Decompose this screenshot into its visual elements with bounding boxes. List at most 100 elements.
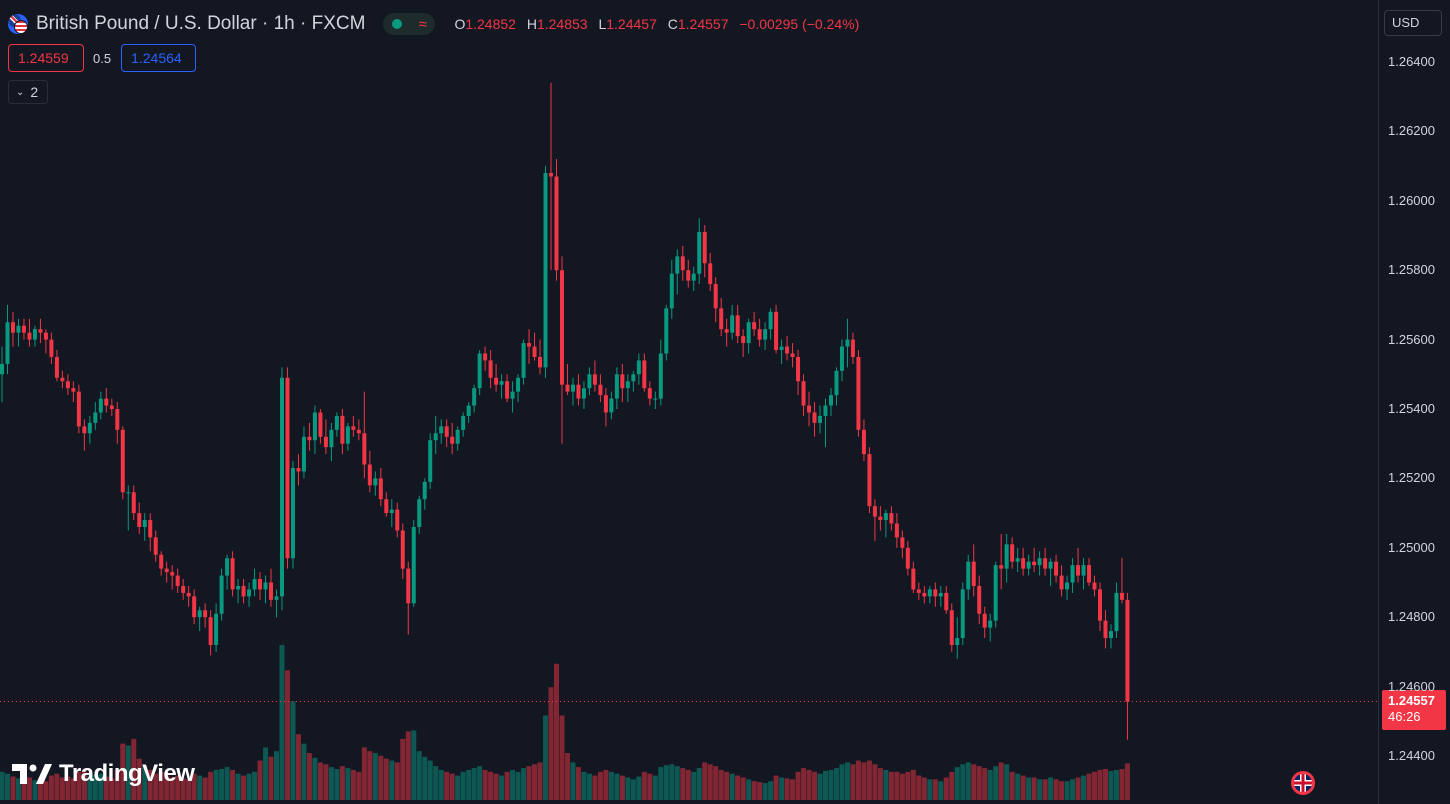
volume-bar xyxy=(1086,773,1092,800)
volume-bar xyxy=(801,768,807,800)
volume-bar xyxy=(575,767,581,800)
price-scale[interactable]: USD 1.24557 46:26 1.26400 1.26200 1.26000 1… xyxy=(1378,0,1450,804)
volume-bar xyxy=(608,771,614,800)
volume-bar xyxy=(713,766,719,800)
candle-body xyxy=(856,356,861,430)
volume-bar xyxy=(257,760,263,800)
candle-body xyxy=(763,329,768,340)
candle-body xyxy=(894,523,899,538)
market-status-pill[interactable]: ≈ xyxy=(383,13,436,35)
volume-bar xyxy=(943,777,949,800)
candle-body xyxy=(225,558,230,576)
chart-pane[interactable]: British Pound / U.S. Dollar · 1h · FXCM … xyxy=(0,0,1378,804)
tradingview-logo[interactable]: TradingView xyxy=(12,760,195,788)
volume-bar xyxy=(1097,769,1103,800)
volume-bar xyxy=(70,778,76,800)
bar-countdown: 46:26 xyxy=(1388,708,1421,724)
candle-body xyxy=(631,374,636,382)
candle-body xyxy=(27,332,32,340)
price-tick-label: 1.25600 xyxy=(1388,331,1435,347)
candle-body xyxy=(741,336,746,344)
volume-bar xyxy=(1102,769,1108,800)
uk-flag-event-icon[interactable] xyxy=(1291,771,1315,795)
indicators-toggle-button[interactable]: ⌄ 2 xyxy=(8,80,48,104)
candle-body xyxy=(439,426,444,434)
volume-bar xyxy=(197,775,203,800)
volume-bar xyxy=(1124,763,1130,800)
volume-bar xyxy=(548,687,554,800)
volume-bar xyxy=(751,781,757,800)
currency-button[interactable]: USD xyxy=(1384,10,1442,36)
candle-body xyxy=(345,426,350,444)
candle-body xyxy=(850,339,855,357)
candle-body xyxy=(137,513,142,527)
candle-body xyxy=(757,329,762,340)
candle-body xyxy=(999,565,1004,569)
volume-bar xyxy=(866,760,872,800)
volume-bar xyxy=(779,777,785,800)
candle-body xyxy=(697,232,702,274)
volume-bar xyxy=(1070,779,1076,800)
candle-body xyxy=(812,412,817,423)
candle-body xyxy=(993,565,998,621)
volume-bar xyxy=(515,771,521,800)
volume-bar xyxy=(1119,769,1125,800)
tradingview-logo-text: TradingView xyxy=(59,760,195,787)
volume-bar xyxy=(652,775,658,800)
candle-body xyxy=(126,492,131,494)
volume-bar xyxy=(252,771,258,800)
candle-body xyxy=(477,353,482,389)
sell-button[interactable]: 1.24559 xyxy=(8,44,84,72)
candle-body xyxy=(944,592,949,611)
volume-bar xyxy=(268,756,274,800)
candlestick-chart[interactable] xyxy=(0,0,1378,804)
candle-body xyxy=(1043,558,1048,569)
volume-bar xyxy=(564,753,570,800)
volume-bar xyxy=(927,779,933,800)
volume-bar xyxy=(120,743,126,800)
volume-bar xyxy=(570,762,576,800)
volume-bar xyxy=(1075,777,1081,800)
candle-body xyxy=(510,391,515,399)
candle-body xyxy=(713,284,718,309)
candle-body xyxy=(658,353,663,399)
candle-body xyxy=(527,343,532,347)
volume-bar xyxy=(932,779,938,800)
price-tick-label: 1.26000 xyxy=(1388,192,1435,208)
candle-body xyxy=(938,592,943,597)
price-tick-label: 1.25000 xyxy=(1388,539,1435,555)
volume-bar xyxy=(559,715,565,800)
volume-bar xyxy=(641,771,647,800)
volume-bar xyxy=(691,771,697,800)
candle-body xyxy=(675,256,680,274)
candle-body xyxy=(1125,599,1130,702)
candle-body xyxy=(49,339,54,357)
candle-body xyxy=(411,526,416,604)
candle-body xyxy=(1065,582,1070,590)
candle-body xyxy=(87,422,92,434)
volume-bar xyxy=(1037,779,1043,800)
candle-body xyxy=(483,353,488,361)
volume-bar xyxy=(1064,781,1070,800)
volume-bar xyxy=(164,775,170,800)
volume-bar xyxy=(350,769,356,800)
gbp-usd-flag-icon xyxy=(8,14,28,34)
candle-body xyxy=(334,415,339,430)
candle-body xyxy=(450,436,455,444)
volume-bar xyxy=(361,747,367,800)
volume-bar xyxy=(367,751,373,800)
candle-body xyxy=(230,558,235,590)
candle-body xyxy=(565,384,570,392)
candle-body xyxy=(927,589,932,597)
buy-button[interactable]: 1.24564 xyxy=(121,44,197,72)
candle-body xyxy=(807,405,812,413)
candle-body xyxy=(779,346,784,351)
candle-body xyxy=(955,638,960,645)
candle-body xyxy=(1054,561,1059,576)
candle-body xyxy=(1076,565,1081,576)
candle-body xyxy=(373,478,378,486)
candle-body xyxy=(774,311,779,351)
volume-bar xyxy=(92,774,98,800)
symbol-title[interactable]: British Pound / U.S. Dollar · 1h · FXCM xyxy=(36,13,366,34)
volume-bar xyxy=(894,771,900,800)
